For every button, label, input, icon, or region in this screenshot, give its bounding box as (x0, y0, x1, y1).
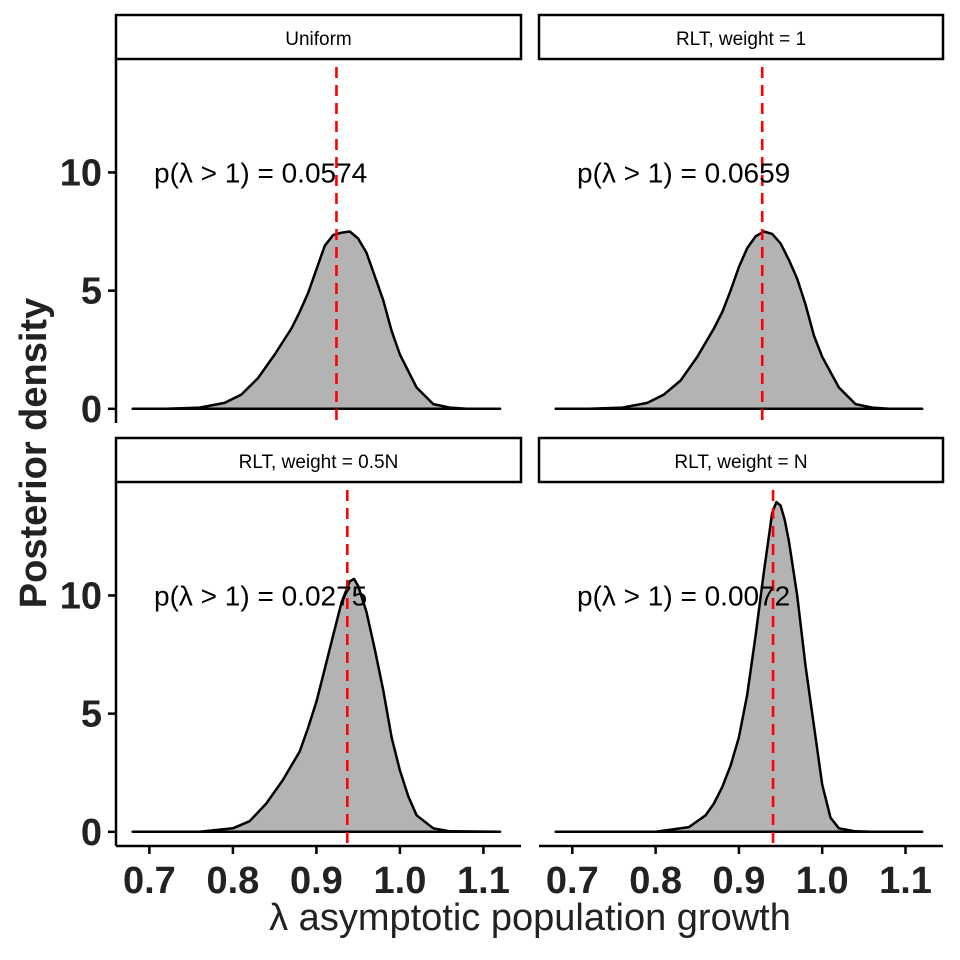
facet-strip (537, 13, 945, 61)
probability-annotation: p(λ > 1) = 0.0072 (577, 580, 790, 611)
facet-strip-label: RLT, weight = N (674, 452, 807, 473)
panel: RLT, weight = N p(λ > 1) = 0.0072 (537, 436, 945, 846)
density-curve (131, 577, 502, 834)
x-tick-label: 1.1 (457, 860, 510, 902)
facet-strip (537, 436, 945, 484)
facet-strip-label: Uniform (285, 29, 352, 50)
panel: Uniform p(λ > 1) = 0.0574 (114, 13, 523, 423)
y-tick-label: 5 (81, 694, 102, 736)
facet-strip-label: RLT, weight = 0.5N (239, 452, 399, 473)
x-tick-label: 0.8 (206, 860, 259, 902)
panel: RLT, weight = 1 p(λ > 1) = 0.0659 (537, 13, 945, 423)
density-curve (554, 230, 924, 411)
y-tick-label: 10 (60, 575, 102, 617)
x-tick-label: 0.8 (629, 860, 682, 902)
probability-annotation: p(λ > 1) = 0.0574 (154, 157, 367, 188)
y-tick-label: 5 (81, 271, 102, 313)
x-axis-title: λ asymptotic population growth (269, 897, 791, 939)
y-tick-label: 10 (60, 152, 102, 194)
x-tick-label: 1.0 (374, 860, 427, 902)
axes: 0 5 10 0 5 10 0.7 0.8 0.9 1.0 1.1 0.7 0.8 0.9 1.0 1.1 (60, 59, 943, 902)
x-tick-label: 0.9 (713, 860, 766, 902)
x-tick-label: 1.0 (796, 860, 849, 902)
x-tick-label: 0.7 (546, 860, 599, 902)
probability-annotation: p(λ > 1) = 0.0275 (154, 580, 367, 611)
y-axis-title: Posterior density (13, 298, 55, 608)
facet-strip-label: RLT, weight = 1 (676, 29, 806, 50)
x-tick-label: 0.7 (123, 860, 176, 902)
panels: Uniform p(λ > 1) = 0.0574 RLT, weight = 1 p… (114, 13, 945, 846)
x-tick-label: 1.1 (879, 860, 932, 902)
y-tick-label: 0 (81, 812, 102, 854)
density-curve (554, 500, 924, 834)
y-tick-label: 0 (81, 389, 102, 431)
panel: RLT, weight = 0.5N p(λ > 1) = 0.0275 (114, 436, 523, 846)
facet-strip (114, 13, 523, 61)
facet-strip (114, 436, 523, 484)
x-tick-label: 0.9 (290, 860, 343, 902)
density-curve (131, 230, 502, 411)
probability-annotation: p(λ > 1) = 0.0659 (577, 157, 790, 188)
